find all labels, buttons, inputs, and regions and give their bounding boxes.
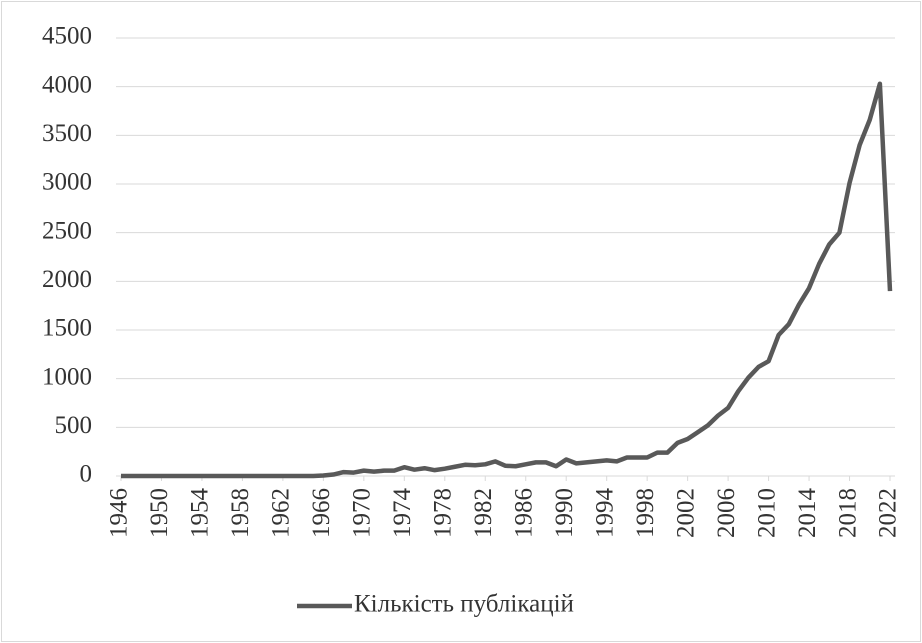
x-tick-label: 1946 [106, 488, 133, 538]
x-tick-label: 1954 [187, 488, 214, 539]
y-tick-label: 4500 [42, 23, 92, 50]
x-tick-label: 1974 [389, 488, 416, 539]
x-tick-label: 2006 [713, 488, 740, 538]
y-tick-label: 2500 [42, 217, 92, 244]
y-tick-label: 0 [80, 461, 93, 488]
y-tick-label: 2000 [42, 266, 92, 293]
y-tick-label: 500 [55, 412, 93, 439]
x-tick-label: 1958 [227, 488, 254, 538]
x-tick-label: 1994 [591, 488, 618, 539]
x-tick-label: 1978 [430, 488, 457, 538]
data-line [121, 81, 893, 479]
x-tick-label: 2022 [875, 488, 902, 538]
y-tick-label: 1000 [42, 363, 92, 390]
y-tick-label: 4000 [42, 71, 92, 98]
x-tick-label: 1998 [632, 488, 659, 538]
x-tick-label: 1966 [308, 488, 335, 538]
legend-label: Кількість публікацій [354, 591, 574, 618]
y-tick-label: 1500 [42, 315, 92, 342]
x-tick-label: 1990 [551, 488, 578, 538]
y-tick-label: 3000 [42, 169, 92, 196]
y-tick-label: 3500 [42, 120, 92, 147]
x-tick-label: 1962 [268, 488, 295, 538]
x-tick-label: 1950 [146, 488, 173, 538]
x-tick-label: 1970 [349, 488, 376, 538]
x-tick-label: 2010 [753, 488, 780, 538]
x-tick-label: 2014 [794, 488, 821, 539]
x-tick-label: 2018 [834, 488, 861, 538]
x-tick-label: 1986 [510, 488, 537, 538]
x-tick-label: 1982 [470, 488, 497, 538]
x-tick-label: 2002 [672, 488, 699, 538]
